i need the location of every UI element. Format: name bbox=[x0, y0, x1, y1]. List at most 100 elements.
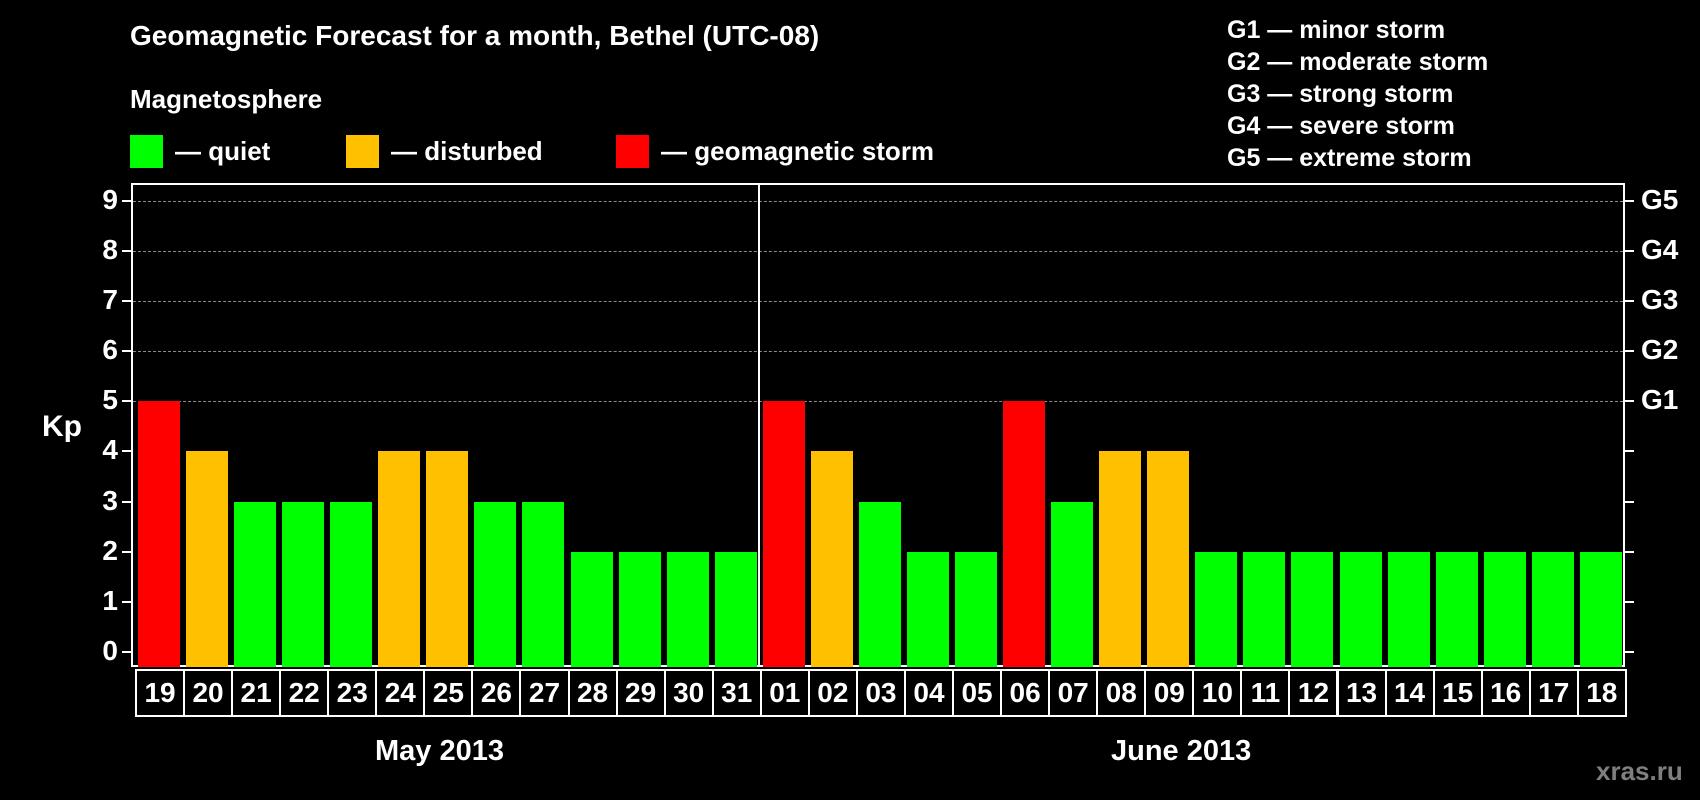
y-tick bbox=[122, 400, 131, 403]
bar-quiet bbox=[1387, 551, 1430, 667]
bar-quiet bbox=[282, 501, 325, 667]
bar-quiet bbox=[666, 551, 709, 667]
date-label: 18 bbox=[1576, 669, 1627, 717]
g-level-label: G4 bbox=[1641, 233, 1679, 265]
date-label: 05 bbox=[952, 669, 1003, 717]
date-label: 17 bbox=[1528, 669, 1579, 717]
g-scale-item: G4 — severe storm bbox=[1227, 112, 1455, 140]
legend-label: — disturbed bbox=[391, 135, 543, 166]
g-scale-item: G5 — extreme storm bbox=[1227, 144, 1472, 172]
date-label: 02 bbox=[807, 669, 858, 717]
quiet-swatch-icon bbox=[130, 134, 163, 168]
date-label: 25 bbox=[423, 669, 474, 717]
y-tick bbox=[122, 199, 131, 202]
date-label: 12 bbox=[1288, 669, 1339, 717]
date-label: 23 bbox=[327, 669, 378, 717]
legend-item-quiet: — quiet bbox=[130, 134, 270, 168]
date-label: 26 bbox=[471, 669, 522, 717]
y-tick-label: 0 bbox=[102, 635, 118, 666]
y-tick bbox=[122, 651, 131, 653]
legend-item-storm: — geomagnetic storm bbox=[616, 134, 934, 168]
right-tick bbox=[1625, 450, 1634, 453]
month-divider bbox=[758, 183, 760, 667]
y-tick-label: 5 bbox=[102, 384, 118, 416]
date-label: 24 bbox=[375, 669, 426, 717]
y-tick-label: 2 bbox=[102, 534, 118, 566]
bar-disturbed bbox=[378, 451, 421, 667]
y-tick-label: 7 bbox=[102, 283, 118, 315]
date-label: 30 bbox=[663, 669, 714, 717]
date-label: 08 bbox=[1096, 669, 1147, 717]
g-scale-item: G1 — minor storm bbox=[1227, 16, 1446, 44]
bar-disturbed bbox=[186, 451, 229, 667]
right-tick bbox=[1625, 600, 1634, 603]
bar-quiet bbox=[714, 551, 757, 667]
g-level-label: G5 bbox=[1641, 183, 1679, 215]
bar-disturbed bbox=[810, 451, 853, 667]
date-label: 07 bbox=[1048, 669, 1099, 717]
bar-storm bbox=[1003, 401, 1046, 667]
date-label: 22 bbox=[279, 669, 330, 717]
date-label: 15 bbox=[1432, 669, 1483, 717]
date-label: 14 bbox=[1384, 669, 1435, 717]
bar-quiet bbox=[1531, 551, 1574, 667]
bar-quiet bbox=[1483, 551, 1526, 667]
disturbed-swatch-icon bbox=[346, 134, 379, 168]
bar-quiet bbox=[618, 551, 661, 667]
bar-quiet bbox=[1339, 551, 1382, 667]
grid-line bbox=[133, 351, 1623, 353]
bar-quiet bbox=[1195, 551, 1238, 667]
g-level-label: G2 bbox=[1641, 334, 1679, 366]
g-scale-item: G2 — moderate storm bbox=[1227, 48, 1489, 76]
month-label-june: June 2013 bbox=[1111, 735, 1252, 767]
date-label: 21 bbox=[231, 669, 282, 717]
bar-quiet bbox=[522, 501, 565, 667]
date-label: 13 bbox=[1336, 669, 1387, 717]
date-label: 03 bbox=[855, 669, 906, 717]
y-tick bbox=[122, 550, 131, 553]
right-tick bbox=[1625, 350, 1634, 353]
y-tick-label: 3 bbox=[102, 484, 118, 516]
g-level-label: G3 bbox=[1641, 283, 1679, 315]
legend-label: — geomagnetic storm bbox=[661, 135, 935, 166]
y-tick-label: 1 bbox=[102, 584, 118, 616]
bar-quiet bbox=[330, 501, 373, 667]
right-tick bbox=[1625, 400, 1634, 403]
date-label: 10 bbox=[1192, 669, 1243, 717]
bar-quiet bbox=[1243, 551, 1286, 667]
y-tick bbox=[122, 450, 131, 453]
g-scale-item: G3 — strong storm bbox=[1227, 80, 1454, 108]
bar-quiet bbox=[1291, 551, 1334, 667]
bar-quiet bbox=[474, 501, 517, 667]
chart-title: Geomagnetic Forecast for a month, Bethel… bbox=[130, 20, 820, 51]
bar-disturbed bbox=[1147, 451, 1190, 667]
right-tick bbox=[1625, 500, 1634, 503]
y-tick bbox=[122, 299, 131, 302]
right-tick bbox=[1625, 651, 1634, 653]
y-tick bbox=[122, 249, 131, 252]
y-axis-label: Kp bbox=[42, 410, 82, 443]
date-label: 31 bbox=[711, 669, 762, 717]
watermark: xras.ru bbox=[1596, 756, 1683, 786]
y-tick-label: 8 bbox=[102, 233, 118, 265]
g-level-label: G1 bbox=[1641, 384, 1679, 416]
bar-quiet bbox=[955, 551, 998, 667]
y-tick bbox=[122, 350, 131, 353]
grid-line bbox=[133, 200, 1623, 202]
bar-quiet bbox=[570, 551, 613, 667]
bar-quiet bbox=[1435, 551, 1478, 667]
grid-line bbox=[133, 401, 1623, 403]
y-tick-label: 9 bbox=[102, 183, 118, 215]
date-label: 01 bbox=[759, 669, 810, 717]
bar-quiet bbox=[234, 501, 277, 667]
y-tick bbox=[122, 500, 131, 503]
right-tick bbox=[1625, 550, 1634, 553]
bar-disturbed bbox=[1099, 451, 1142, 667]
legend-item-disturbed: — disturbed bbox=[346, 134, 543, 168]
grid-line bbox=[133, 300, 1623, 302]
y-tick bbox=[122, 600, 131, 603]
date-label: 06 bbox=[1000, 669, 1051, 717]
date-label: 28 bbox=[567, 669, 618, 717]
date-label: 11 bbox=[1240, 669, 1291, 717]
bar-storm bbox=[762, 401, 805, 667]
